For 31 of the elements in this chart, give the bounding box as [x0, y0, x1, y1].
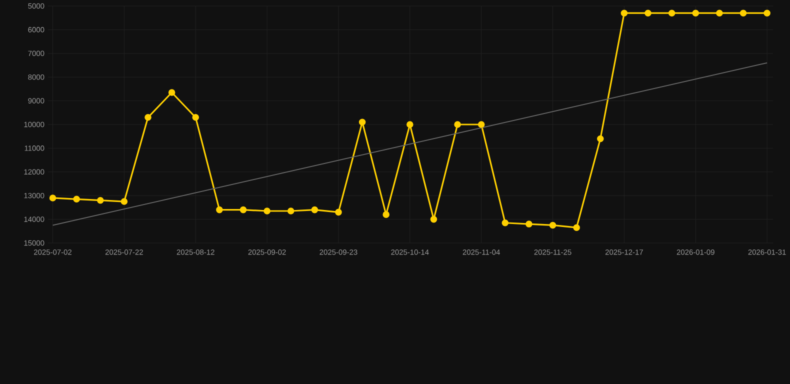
point — [478, 121, 485, 128]
point — [716, 10, 723, 16]
point — [168, 89, 176, 96]
point — [764, 10, 770, 16]
point — [502, 219, 509, 226]
point — [73, 196, 80, 203]
point — [573, 224, 580, 231]
point — [692, 10, 700, 16]
point — [144, 114, 152, 121]
point — [382, 211, 390, 218]
point — [287, 208, 294, 214]
point — [311, 206, 318, 214]
point — [358, 118, 366, 126]
point — [192, 114, 200, 121]
point — [406, 121, 414, 128]
point — [120, 198, 128, 205]
point — [740, 10, 747, 16]
point — [644, 10, 652, 16]
point — [596, 135, 604, 142]
point — [454, 121, 461, 128]
point — [430, 216, 438, 223]
point — [549, 222, 556, 229]
point — [526, 220, 532, 228]
point — [96, 196, 104, 204]
point — [264, 208, 270, 214]
point — [49, 194, 56, 202]
point — [216, 206, 223, 214]
point — [240, 206, 247, 214]
point — [620, 10, 628, 16]
point — [668, 10, 676, 16]
point — [335, 208, 342, 216]
